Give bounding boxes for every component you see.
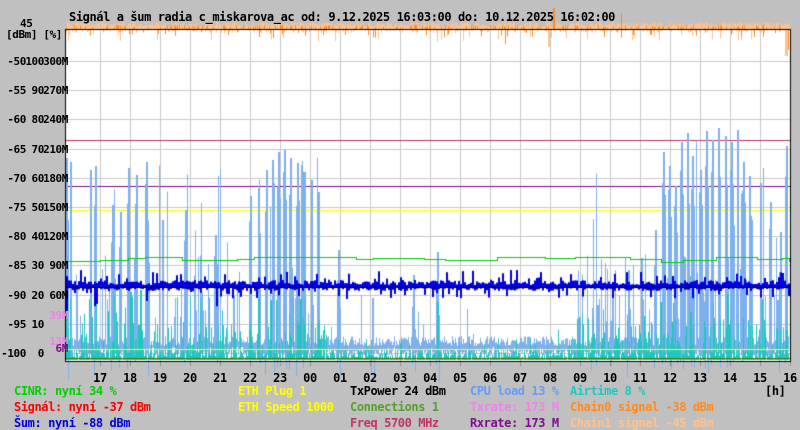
y-axis-row: -60 80 240M bbox=[0, 113, 68, 126]
y-axis-row: -55 90 270M bbox=[0, 84, 68, 97]
y-axis-rate-label: 13M bbox=[49, 335, 68, 348]
y-axis-tick-label: 100 bbox=[25, 55, 44, 68]
x-axis-hour-label: 12 bbox=[663, 371, 677, 385]
y-axis-tick-label: 60 bbox=[31, 172, 45, 185]
y-axis-row: -95 10 bbox=[0, 318, 68, 331]
y-axis-tick-label: 90M bbox=[49, 259, 68, 272]
legend-item: Signál: nyní -37 dBm bbox=[14, 400, 151, 414]
x-axis-hour-label: 13 bbox=[693, 371, 707, 385]
x-axis-hour-label: 21 bbox=[213, 371, 227, 385]
x-axis-hour-label: 10 bbox=[603, 371, 617, 385]
y-axis-tick-label: 90 bbox=[31, 84, 45, 97]
y-axis-tick-label: 70 bbox=[31, 143, 45, 156]
x-axis-hour-label: 14 bbox=[723, 371, 737, 385]
y-axis-tick-label: -80 bbox=[7, 230, 26, 243]
y-axis-tick-label: 50 bbox=[31, 201, 45, 214]
x-axis-hour-label: 23 bbox=[273, 371, 287, 385]
legend-item: Rxrate: 173 M bbox=[470, 416, 559, 430]
legend-item: Airtime 8 % bbox=[570, 384, 646, 398]
graph-title: Signál a šum radia c_miskarova_ac od: 9.… bbox=[69, 10, 615, 24]
x-axis-hour-label: 22 bbox=[243, 371, 257, 385]
y-axis-tick-label: -75 bbox=[7, 201, 26, 214]
y-axis-tick-label: 40 bbox=[31, 230, 45, 243]
y-axis-tick-label: 270M bbox=[43, 84, 68, 97]
y-axis-tick-label: -95 bbox=[7, 318, 26, 331]
y-axis-rate-label: 39M bbox=[49, 309, 68, 322]
y-axis-tick-label: 30 bbox=[31, 259, 45, 272]
y-axis-row: -65 70 210M bbox=[0, 143, 68, 156]
x-axis-hour-label: 17 bbox=[93, 371, 107, 385]
legend-item: TxPower 24 dBm bbox=[350, 384, 446, 398]
x-axis-hour-label: 08 bbox=[543, 371, 557, 385]
y-axis-row: -75 50 150M bbox=[0, 201, 68, 214]
y-axis-row: -70 60 180M bbox=[0, 172, 68, 185]
y-axis-tick-label: -85 bbox=[7, 259, 26, 272]
x-axis-hour-label: 02 bbox=[363, 371, 377, 385]
y-axis-row: -80 40 120M bbox=[0, 230, 68, 243]
y-axis-tick-label: -90 bbox=[7, 289, 26, 302]
legend-item: Chain1 signal -45 dBm bbox=[570, 416, 714, 430]
x-axis-hour-label: 16 bbox=[783, 371, 797, 385]
y-axis-row: -90 20 60M bbox=[0, 289, 68, 302]
legend-item: CINR: nyní 34 % bbox=[14, 384, 117, 398]
legend-item: ETH Plug 1 bbox=[238, 384, 307, 398]
y-axis-tick-label: 210M bbox=[43, 143, 68, 156]
legend-item: ETH Speed 1000 bbox=[238, 400, 334, 414]
x-axis-hour-label: 00 bbox=[303, 371, 317, 385]
y-axis-tick-label: 180M bbox=[43, 172, 68, 185]
x-axis-hour-label: 07 bbox=[513, 371, 527, 385]
y-axis-tick-label: 0 bbox=[37, 347, 45, 360]
y-axis-top-value: 45 bbox=[20, 17, 33, 30]
y-axis-tick-label: 60M bbox=[49, 289, 68, 302]
y-axis-tick-label: 150M bbox=[43, 201, 68, 214]
legend-item: Freq 5700 MHz bbox=[350, 416, 439, 430]
y-axis-tick-label: -50 bbox=[7, 55, 26, 68]
x-axis-hour-label: 05 bbox=[453, 371, 467, 385]
x-axis-hour-label: 04 bbox=[423, 371, 437, 385]
y-axis-tick-label: -100 bbox=[1, 347, 26, 360]
legend-item: Connections 1 bbox=[350, 400, 439, 414]
x-axis-hour-label: 18 bbox=[123, 371, 137, 385]
y-axis-tick-label: 10 bbox=[31, 318, 45, 331]
x-axis-hour-label: 11 bbox=[633, 371, 647, 385]
legend-item: Chain0 signal -38 dBm bbox=[570, 400, 714, 414]
y-axis-tick-label: -60 bbox=[7, 113, 26, 126]
y-axis-tick-label: 120M bbox=[43, 230, 68, 243]
x-axis-hour-label: 06 bbox=[483, 371, 497, 385]
y-axis-tick-label: 300M bbox=[43, 55, 68, 68]
y-axis-tick-label: -65 bbox=[7, 143, 26, 156]
x-axis-hour-label: 01 bbox=[333, 371, 347, 385]
y-axis-row: -100 0 bbox=[0, 347, 68, 360]
legend-item: Txrate: 173 M bbox=[470, 400, 559, 414]
x-axis-hour-label: 15 bbox=[753, 371, 767, 385]
y-axis-units-label: [dBm] [%] bbox=[6, 28, 63, 41]
y-axis-tick-label: 80 bbox=[31, 113, 45, 126]
y-axis-tick-label: -55 bbox=[7, 84, 26, 97]
y-axis-row: -85 30 90M bbox=[0, 259, 68, 272]
y-axis-rate-label: 6M bbox=[55, 342, 69, 355]
x-axis-unit-label: [h] bbox=[765, 384, 786, 398]
legend-item: CPU load 13 % bbox=[470, 384, 559, 398]
x-axis-hour-label: 09 bbox=[573, 371, 587, 385]
y-axis-tick-label: -70 bbox=[7, 172, 26, 185]
y-axis-tick-label: 20 bbox=[31, 289, 45, 302]
x-axis-hour-label: 03 bbox=[393, 371, 407, 385]
y-axis-tick-label: 240M bbox=[43, 113, 68, 126]
y-axis-row: -50 100 300M bbox=[0, 55, 68, 68]
x-axis-hour-label: 19 bbox=[153, 371, 167, 385]
legend-item: Šum: nyní -88 dBm bbox=[14, 416, 131, 430]
x-axis-hour-label: 20 bbox=[183, 371, 197, 385]
